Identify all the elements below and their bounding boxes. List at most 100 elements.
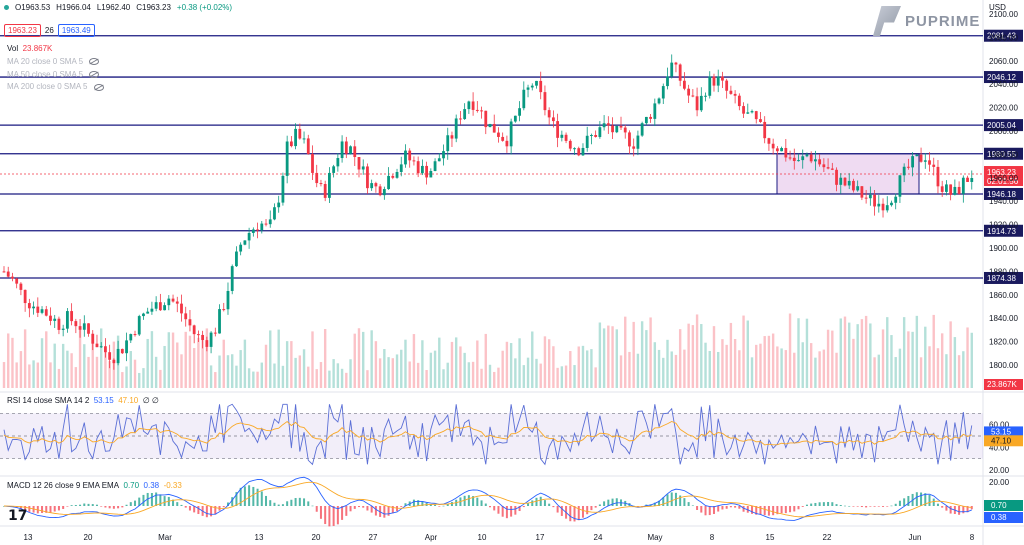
macd-histogram-bar: [62, 506, 65, 509]
candle-body: [830, 168, 834, 170]
volume-bar: [822, 349, 826, 388]
candle-body: [340, 141, 344, 159]
sell-price-tag[interactable]: 1963.23: [4, 24, 41, 37]
macd-histogram-bar: [662, 497, 665, 506]
macd-histogram-bar: [772, 506, 775, 516]
vol-label: Vol: [7, 44, 19, 53]
macd-histogram-bar: [256, 488, 259, 506]
candle-body: [294, 128, 297, 147]
macd-histogram-bar: [83, 503, 86, 506]
puprime-logo-icon: [873, 6, 901, 36]
volume-bar: [497, 367, 500, 388]
macd-histogram-bar: [966, 506, 969, 513]
volume-bar: [391, 358, 394, 388]
hidden-eye-icon[interactable]: [89, 58, 100, 66]
price-tick-label: 1940.00: [989, 197, 1018, 206]
macd-tick-label: 20.00: [989, 478, 1010, 487]
candle-body: [277, 202, 281, 208]
macd-histogram-bar: [328, 506, 331, 527]
candle-body: [915, 154, 919, 157]
volume-bar: [438, 337, 441, 388]
macd-histogram-bar: [79, 504, 82, 506]
volume-bar: [252, 371, 255, 388]
macd-line: [3, 476, 972, 521]
macd-histogram-bar: [205, 506, 208, 518]
volume-bar: [801, 342, 804, 388]
volume-bar: [780, 348, 783, 388]
candle-body: [526, 87, 530, 90]
macd-histogram-bar: [903, 498, 906, 506]
macd-histogram-bar: [480, 500, 483, 506]
candle-body: [323, 184, 327, 198]
hidden-eye-icon[interactable]: [89, 70, 100, 78]
level-tag-label: 2046.12: [987, 73, 1016, 82]
macd-histogram-bar: [742, 506, 745, 512]
hidden-eye-icon[interactable]: [93, 83, 104, 91]
price-tick-label: 2100.00: [989, 10, 1018, 19]
macd-histogram-bar: [552, 506, 555, 508]
volume-bar: [755, 344, 758, 388]
macd-histogram-bar: [865, 506, 868, 508]
candle-body: [167, 298, 171, 306]
macd-histogram-bar: [822, 502, 825, 506]
macd-histogram-bar: [594, 506, 597, 508]
candle-body: [306, 138, 310, 154]
volume-bar: [877, 354, 880, 388]
volume-bar: [239, 350, 242, 388]
volume-bar: [624, 316, 627, 388]
macd-histogram-bar: [932, 498, 935, 506]
ma50-legend[interactable]: MA 50 close 0 SMA 5: [7, 69, 104, 82]
volume-bar: [814, 357, 817, 388]
volume-bar: [539, 363, 542, 388]
volume-bar: [400, 349, 403, 388]
time-tick-label: 10: [478, 533, 487, 542]
level-tag: [984, 187, 1023, 200]
candle-body: [243, 240, 247, 245]
volume-bar: [839, 318, 842, 388]
volume-bar: [323, 329, 327, 388]
volume-bar: [467, 362, 471, 388]
candle-body: [961, 177, 965, 194]
tradingview-logo[interactable]: 17: [8, 508, 28, 524]
candle-body: [518, 108, 521, 116]
volume-bar: [383, 349, 386, 388]
candle-body: [298, 128, 302, 139]
volume-bar: [581, 345, 585, 388]
ma200-legend[interactable]: MA 200 close 0 SMA 5: [7, 81, 104, 94]
volume-bar: [226, 355, 230, 388]
macd-histogram-bar: [852, 506, 855, 507]
buy-price-tag[interactable]: 1963.49: [57, 24, 95, 37]
volume-bar: [180, 354, 183, 388]
volume-bar: [649, 317, 652, 388]
candle-body: [36, 306, 40, 313]
macd-histogram-bar: [290, 499, 293, 506]
candle-body: [611, 125, 614, 133]
candle-body: [247, 232, 251, 241]
candle-body: [733, 93, 737, 96]
candle-body: [154, 302, 158, 309]
candle-body: [197, 334, 200, 336]
candle-body: [222, 309, 226, 311]
candle-body: [230, 266, 234, 291]
volume-bar: [269, 330, 272, 388]
candle-body: [497, 132, 500, 137]
candle-body: [792, 157, 796, 162]
candle-body: [780, 147, 783, 152]
macd-histogram-bar: [176, 502, 179, 506]
volume-bar: [945, 354, 948, 388]
macd-histogram-bar: [112, 506, 115, 509]
macd-legend[interactable]: MACD 12 26 close 9 EMA EMA 0.70 0.38 -0.…: [7, 481, 182, 490]
volume-bar: [454, 337, 458, 388]
volume-legend[interactable]: Vol 23.867K: [7, 43, 104, 56]
time-tick-label: 22: [823, 533, 832, 542]
ma20-legend[interactable]: MA 20 close 0 SMA 5: [7, 56, 104, 69]
volume-bar: [264, 344, 268, 388]
candle-body: [61, 328, 65, 330]
macd-histogram-bar: [129, 502, 132, 506]
candle-body: [6, 271, 10, 277]
time-tick-label: May: [647, 533, 662, 542]
macd-histogram-bar: [298, 497, 301, 506]
rsi-legend[interactable]: RSI 14 close SMA 14 2 53.15 47.10 ∅ ∅: [7, 396, 159, 405]
